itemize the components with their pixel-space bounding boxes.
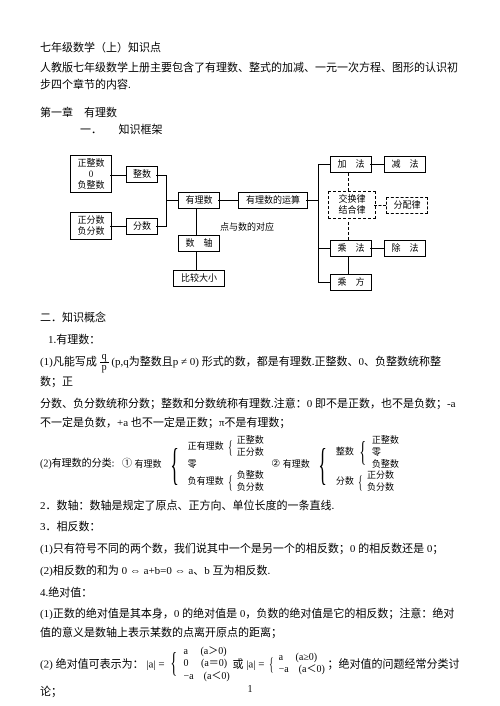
text: (2)有理数的分类:	[40, 459, 114, 470]
box-laws: 交换律 结合律	[328, 191, 376, 219]
row: a (a＞0)	[184, 646, 230, 659]
para-1-1b: 分数、负分数统称分数；整数和分数统称有理数.注意：0 即不是正数，也不是负数；-…	[40, 395, 460, 432]
knowledge-diagram: 正整数 0 负整数 整数 正分数 负分数 分数 有理数 数 轴 比较大小 点与数…	[70, 150, 430, 300]
box-compare: 比较大小	[173, 270, 225, 287]
label: 有理数	[134, 459, 161, 471]
label: 正整数	[74, 158, 108, 169]
label: 负分数	[367, 482, 394, 494]
label: 结合律	[332, 205, 372, 216]
chapter-heading: 第一章 有理数	[40, 105, 460, 123]
box-mul: 乘 法	[330, 240, 372, 257]
label-correspond: 点与数的对应	[220, 220, 274, 234]
document-page: 七年级数学（上）知识点 人教版七年级数学上册主要包含了有理数、整式的加减、一元一…	[0, 0, 500, 706]
col: 正整数 零 负整数	[372, 435, 399, 470]
box-ops: 有理数的运算	[238, 192, 308, 209]
col: 正有理数 { 正整数 正分数 零 负有理数 { 负整数 负分数	[188, 435, 264, 493]
para-3b: (2)相反数的和为 0 ⇔ a+b=0 ⇔ a、b 互为相反数.	[40, 562, 460, 581]
label: 正整数	[237, 435, 264, 447]
label: 有理数	[283, 459, 310, 471]
para-4a: (1)正数的绝对值是其本身，0 的绝对值是 0，负数的绝对值是它的相反数；注意：…	[40, 605, 460, 642]
label: 交换律	[332, 194, 372, 205]
heading-3: 3．相反数：	[40, 518, 460, 537]
box-sub: 减 法	[384, 156, 426, 173]
heading-2: 2．数轴：数轴是规定了原点、正方向、单位长度的一条直线.	[40, 497, 460, 516]
box-frac-parts: 正分数 负分数	[70, 212, 112, 240]
label: 零	[188, 459, 264, 471]
col: 正分数 负分数	[367, 470, 394, 493]
label: 正分数	[367, 470, 394, 482]
doc-title: 七年级数学（上）知识点	[40, 40, 460, 58]
box-pow: 乘 方	[330, 274, 372, 291]
label: 正分数	[237, 447, 264, 459]
label: 负分数	[74, 226, 108, 237]
section-1: 一． 知识框架	[40, 122, 460, 140]
row: −a (a＜0)	[279, 664, 325, 677]
label: 正整数	[372, 435, 399, 447]
para-3a: (1)只有符号不同的两个数，我们说其中一个是另一个的相反数；0 的相反数还是 0…	[40, 540, 460, 559]
text: 或	[232, 658, 243, 670]
box-fraction: 分数	[126, 218, 158, 235]
label: 零	[372, 447, 399, 459]
text: (2) 绝对值可表示为：	[40, 658, 144, 670]
label: 负整数	[74, 180, 108, 191]
doc-intro: 人教版七年级数学上册主要包含了有理数、整式的加减、一元一次方程、图形的认识初步四…	[40, 60, 460, 95]
col: 正整数 正分数	[237, 435, 264, 458]
label: 负整数	[372, 459, 399, 471]
label: 整数	[336, 447, 354, 457]
fraction-qp: qp	[100, 352, 109, 373]
para-1-1: (1)凡能写成 qp (p,q为整数且p ≠ 0) 形式的数，都是有理数.正整数…	[40, 352, 460, 392]
label: 负整数	[237, 470, 264, 482]
page-number: 1	[0, 682, 500, 698]
heading-4: 4.绝对值：	[40, 584, 460, 603]
heading-rational: 1.有理数：	[40, 331, 460, 350]
row: a (a≥0)	[279, 652, 325, 665]
abs-cases-3: a (a＞0) 0 (a＝0) −a (a＜0)	[184, 646, 230, 684]
label: 负分数	[237, 482, 264, 494]
label: 分数	[336, 476, 354, 486]
box-distrib: 分配律	[386, 197, 428, 214]
classification: (2)有理数的分类: ① 有理数 { 正有理数 { 正整数 正分数 零 负有理数…	[40, 435, 460, 493]
col: 整数 { 正整数 零 负整数 分数 { 正分数 负分数	[336, 435, 399, 493]
label: 负有理数	[188, 476, 224, 486]
label: 正分数	[74, 215, 108, 226]
row: 0 (a＝0)	[184, 658, 230, 671]
box-rational: 有理数	[178, 192, 220, 209]
label: 0	[74, 169, 108, 180]
label: 正有理数	[188, 441, 224, 451]
box-axis: 数 轴	[178, 235, 220, 252]
box-integer: 整数	[126, 166, 158, 183]
abs-cases-2: a (a≥0) −a (a＜0)	[279, 652, 325, 677]
section-2: 二．知识概念	[40, 310, 460, 328]
col: 负整数 负分数	[237, 470, 264, 493]
text: (1)凡能写成	[40, 356, 97, 368]
box-pos-int: 正整数 0 负整数	[70, 155, 112, 193]
box-add: 加 法	[330, 156, 372, 173]
box-div: 除 法	[384, 240, 426, 257]
